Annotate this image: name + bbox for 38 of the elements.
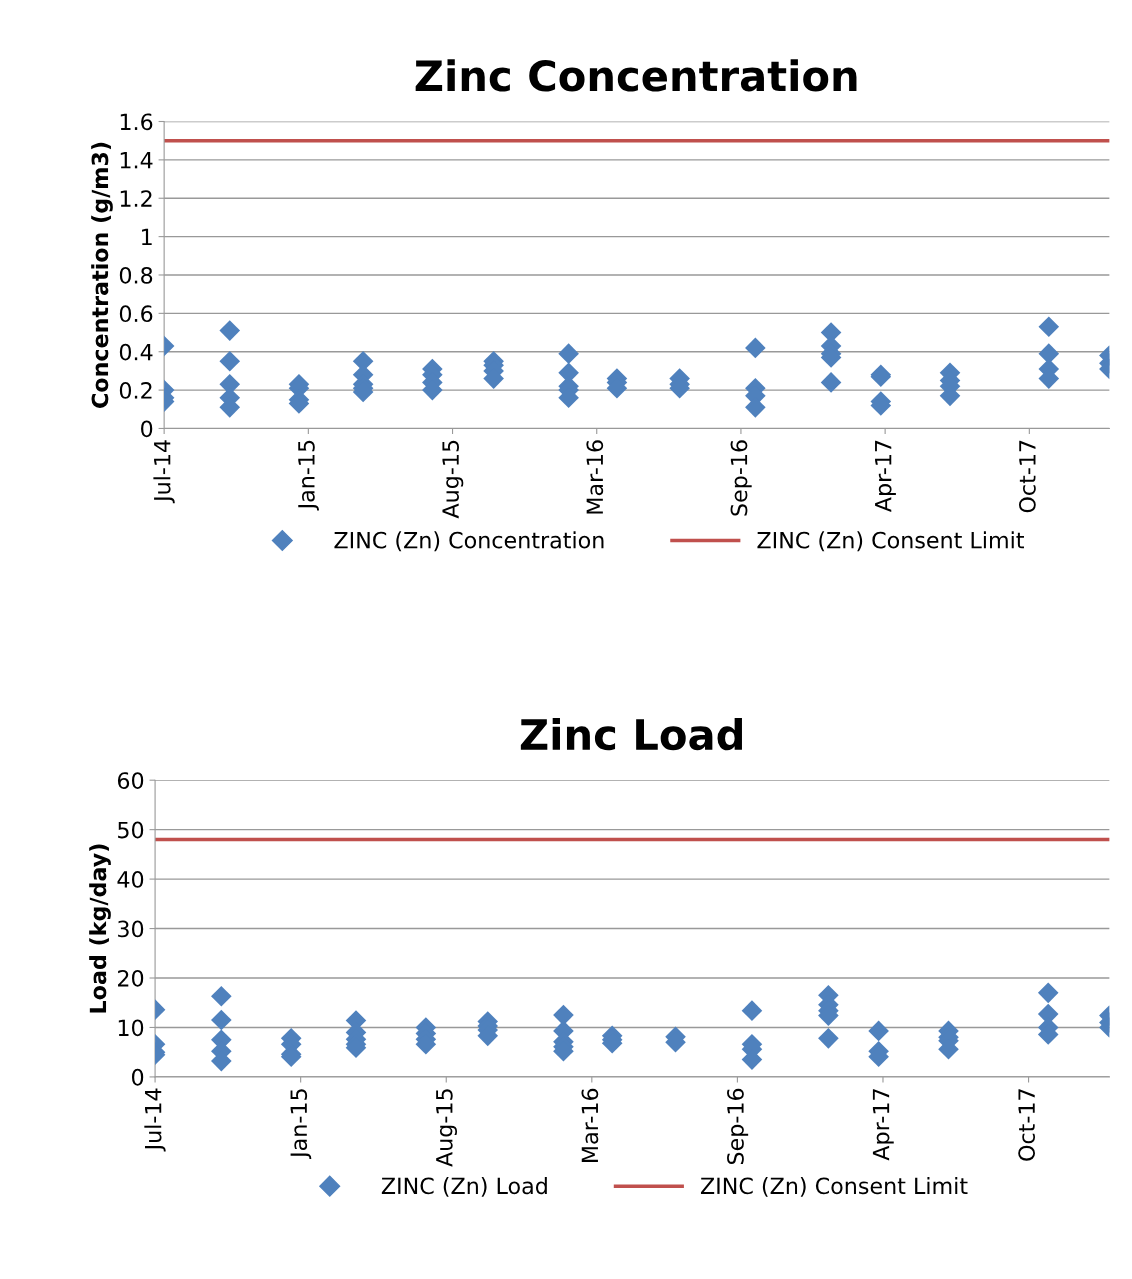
y-tick-label: 1 [142, 228, 152, 246]
x-tick-label: Jan-15 [290, 1089, 312, 1160]
y-tick-label: 40 [117, 871, 144, 888]
y-tick-label: 0.8 [119, 266, 153, 284]
x-tick-label: Mar-16 [581, 1088, 599, 1162]
y-tick-label: 0 [131, 1068, 144, 1086]
y-axis-title: Load (kg/day) [89, 844, 111, 1013]
y-tick-label: 0.2 [119, 382, 152, 399]
y-axis-title: Concentration (g/m3) [91, 142, 113, 408]
x-tick-label: Apr-17 [875, 440, 896, 513]
legend-label: ZINC (Zn) Consent Limit [757, 531, 1024, 552]
y-tick-label: 30 [118, 920, 144, 938]
x-tick-label: Oct-17 [1018, 440, 1036, 513]
y-tick-label: 10 [118, 1019, 144, 1037]
x-tick-label: Oct-17 [1018, 1089, 1036, 1161]
x-tick-label: Aug-15 [442, 440, 464, 519]
x-tick-label: Jan-15 [298, 440, 319, 511]
legend-label: ZINC (Zn) Load [381, 1177, 547, 1197]
y-tick-label: 1.6 [120, 113, 153, 131]
y-tick-label: 1.4 [120, 152, 153, 169]
x-tick-label: Apr-17 [872, 1089, 894, 1161]
y-tick-label: 0.6 [119, 305, 153, 323]
y-tick-label: 60 [117, 772, 144, 789]
chart-title: Zinc Load [520, 717, 742, 751]
x-tick-label: Sep-16 [730, 440, 752, 516]
x-tick-label: Jul-14 [153, 440, 175, 504]
y-tick-label: 1.2 [120, 190, 152, 207]
x-tick-label: Mar-16 [586, 440, 604, 514]
legend-label: ZINC (Zn) Concentration [334, 531, 604, 552]
y-tick-label: 0.4 [119, 343, 153, 361]
legend-label: ZINC (Zn) Consent Limit [700, 1177, 968, 1197]
x-tick-label: Aug-15 [436, 1089, 457, 1167]
y-tick-label: 0 [141, 420, 153, 438]
x-tick-label: Sep-16 [727, 1088, 749, 1165]
y-tick-label: 50 [118, 821, 144, 839]
x-tick-label: Jul-14 [144, 1088, 166, 1152]
chart-title: Zinc Concentration [415, 59, 857, 92]
y-tick-label: 20 [118, 969, 144, 987]
